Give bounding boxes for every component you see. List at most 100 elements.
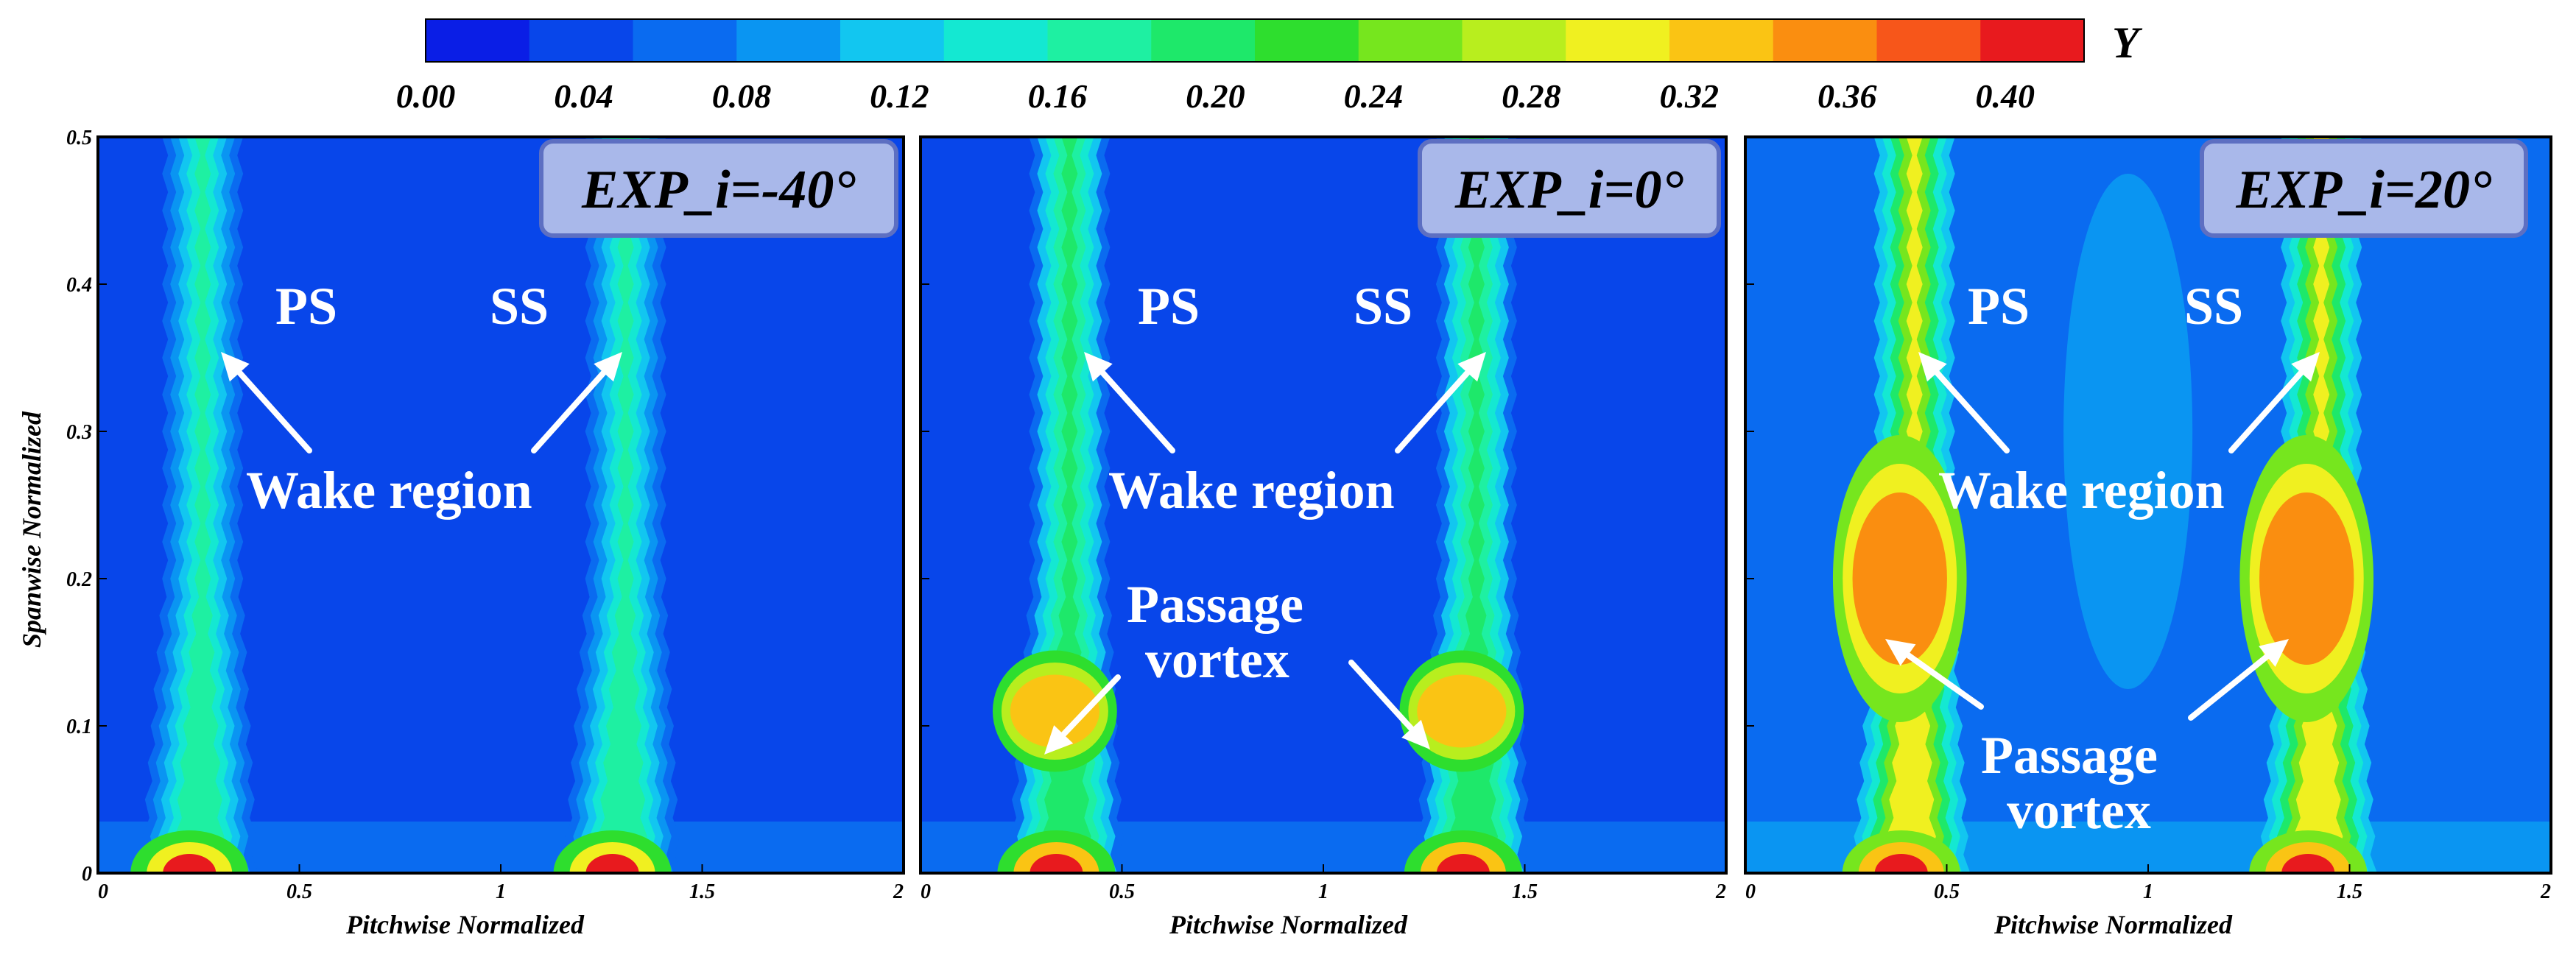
colorbar-tick-label: 0.24 — [1344, 77, 1404, 115]
colorbar-cell — [1151, 19, 1256, 62]
colorbar-tick-label: 0.40 — [1976, 77, 2035, 115]
colorbar-cell — [426, 19, 530, 62]
colorbar-cell — [840, 19, 945, 62]
colorbar-tick-label: 0.12 — [870, 77, 929, 115]
ss-label: SS — [2184, 277, 2243, 336]
case-label-box: EXP_i=-40° — [539, 139, 898, 238]
colorbar-tick-label: 0.00 — [396, 77, 456, 115]
colorbar-cell — [1566, 19, 1670, 62]
hub-loss-core — [2281, 854, 2335, 873]
colorbar-tick-label: 0.36 — [1817, 77, 1877, 115]
case-label: EXP_i=0° — [1454, 160, 1684, 220]
x-tick-label: 0.5 — [286, 880, 312, 903]
x-tick-label: 0.5 — [1934, 880, 1960, 903]
y-tick-label: 0.3 — [66, 421, 92, 444]
vortex-label: vortex — [1145, 630, 1289, 689]
y-tick-label: 0.1 — [66, 716, 92, 738]
colorbar-cell — [736, 19, 841, 62]
panel-i-0: 0 0.5 1 1.5 2 EXP_i=0° PS SS Wake region Pas… — [919, 135, 1728, 939]
vortex-arrow-right — [2188, 639, 2289, 721]
x-tick-label: 1.5 — [689, 880, 715, 903]
hub-loss-core — [585, 854, 639, 873]
ss-label: SS — [490, 277, 549, 336]
hub-loss-core — [163, 854, 217, 873]
colorbar-cell — [1047, 19, 1152, 62]
wake-arrow-left — [1918, 352, 2010, 453]
vortex-arrow-left — [1885, 639, 1984, 710]
passage-label: Passage — [1127, 575, 1303, 634]
colorbar-cell — [1255, 19, 1359, 62]
colorbar-tick-label: 0.20 — [1186, 77, 1245, 115]
y-tick-label: 0.5 — [66, 127, 92, 149]
colorbar-cell — [1462, 19, 1566, 62]
case-label-box: EXP_i=0° — [1418, 139, 1721, 238]
passage-vortex-contour — [1852, 492, 1947, 665]
x-tick-label: 0 — [1745, 880, 1756, 903]
wake-region-label: Wake region — [1938, 461, 2225, 520]
y-axis-title: Spanwise Normalized — [17, 411, 46, 648]
x-tick-label: 0 — [921, 880, 931, 903]
colorbar-title: Y — [2112, 18, 2143, 67]
x-tick-label: 1 — [1318, 880, 1329, 903]
colorbar-cell — [943, 19, 1049, 62]
colorbar-cell — [1980, 19, 2085, 62]
ss-label: SS — [1354, 277, 1412, 336]
x-tick-label: 2 — [1715, 880, 1726, 903]
wake-arrow-right — [2228, 352, 2320, 453]
colorbar-cell — [633, 19, 737, 62]
colorbar-cell — [1358, 19, 1463, 62]
panel-i-minus-40: 0 0.5 1 1.5 200.10.20.30.40.5 EXP_i=-40° PS … — [66, 127, 905, 939]
colorbar: Y 0.00 0.04 0.08 0.12 0.16 0.20 0.24 0.28 0.32 0.… — [396, 18, 2143, 115]
colorbar-cell — [1876, 19, 1981, 62]
x-tick-label: 1 — [496, 880, 506, 903]
wake-region-label: Wake region — [246, 461, 532, 520]
hub-loss-core — [1436, 854, 1490, 873]
colorbar-tick-label: 0.28 — [1502, 77, 1561, 115]
passage-label: Passage — [1981, 726, 2158, 785]
wake-contour-level — [172, 137, 226, 873]
panel-i-20: 0 0.5 1 1.5 2 EXP_i=20° PS SS Wake region Pa… — [1744, 135, 2552, 939]
wake-arrow-right — [531, 352, 622, 453]
case-label: EXP_i=-40° — [581, 160, 856, 220]
hub-loss-core — [1030, 854, 1083, 873]
ps-label: PS — [1138, 277, 1200, 336]
x-axis-title: Pitchwise Normalized — [1169, 910, 1408, 939]
x-axis-title: Pitchwise Normalized — [345, 910, 585, 939]
vortex-label: vortex — [2007, 781, 2151, 840]
case-label-box: EXP_i=20° — [2200, 139, 2528, 238]
colorbar-cell — [1669, 19, 1774, 62]
wake-contour-level — [594, 137, 650, 873]
y-tick-label: 0 — [82, 863, 92, 886]
colorbar-cell — [1773, 19, 1878, 62]
ps-label: PS — [275, 277, 337, 336]
vortex-arrow-left — [1044, 674, 1121, 755]
x-tick-label: 1 — [2143, 880, 2153, 903]
colorbar-tick-label: 0.16 — [1028, 77, 1088, 115]
passage-vortex-contour — [1010, 674, 1099, 748]
wake-arrow-right — [1395, 352, 1486, 453]
x-tick-label: 2 — [893, 880, 904, 903]
case-label: EXP_i=20° — [2235, 160, 2492, 220]
ps-label: PS — [1968, 277, 2030, 336]
x-tick-label: 1.5 — [2337, 880, 2362, 903]
x-tick-label: 2 — [2540, 880, 2551, 903]
colorbar-cell — [529, 19, 634, 62]
wake-region-label: Wake region — [1108, 461, 1395, 520]
passage-vortex-contour — [2259, 492, 2354, 665]
wake-arrow-left — [221, 352, 312, 453]
y-tick-label: 0.2 — [66, 568, 92, 591]
passage-vortex-contour — [1417, 674, 1507, 748]
x-axis-title: Pitchwise Normalized — [1993, 910, 2233, 939]
x-tick-label: 1.5 — [1512, 880, 1538, 903]
colorbar-tick-label: 0.04 — [554, 77, 613, 115]
contour-patch — [2063, 174, 2193, 689]
x-tick-label: 0 — [98, 880, 108, 903]
wake-arrow-left — [1084, 352, 1175, 453]
colorbar-tick-label: 0.08 — [712, 77, 772, 115]
colorbar-tick-label: 0.32 — [1660, 77, 1720, 115]
hub-loss-core — [1874, 854, 1928, 873]
vortex-arrow-right — [1348, 660, 1430, 749]
y-tick-label: 0.4 — [66, 274, 92, 297]
x-tick-label: 0.5 — [1109, 880, 1135, 903]
